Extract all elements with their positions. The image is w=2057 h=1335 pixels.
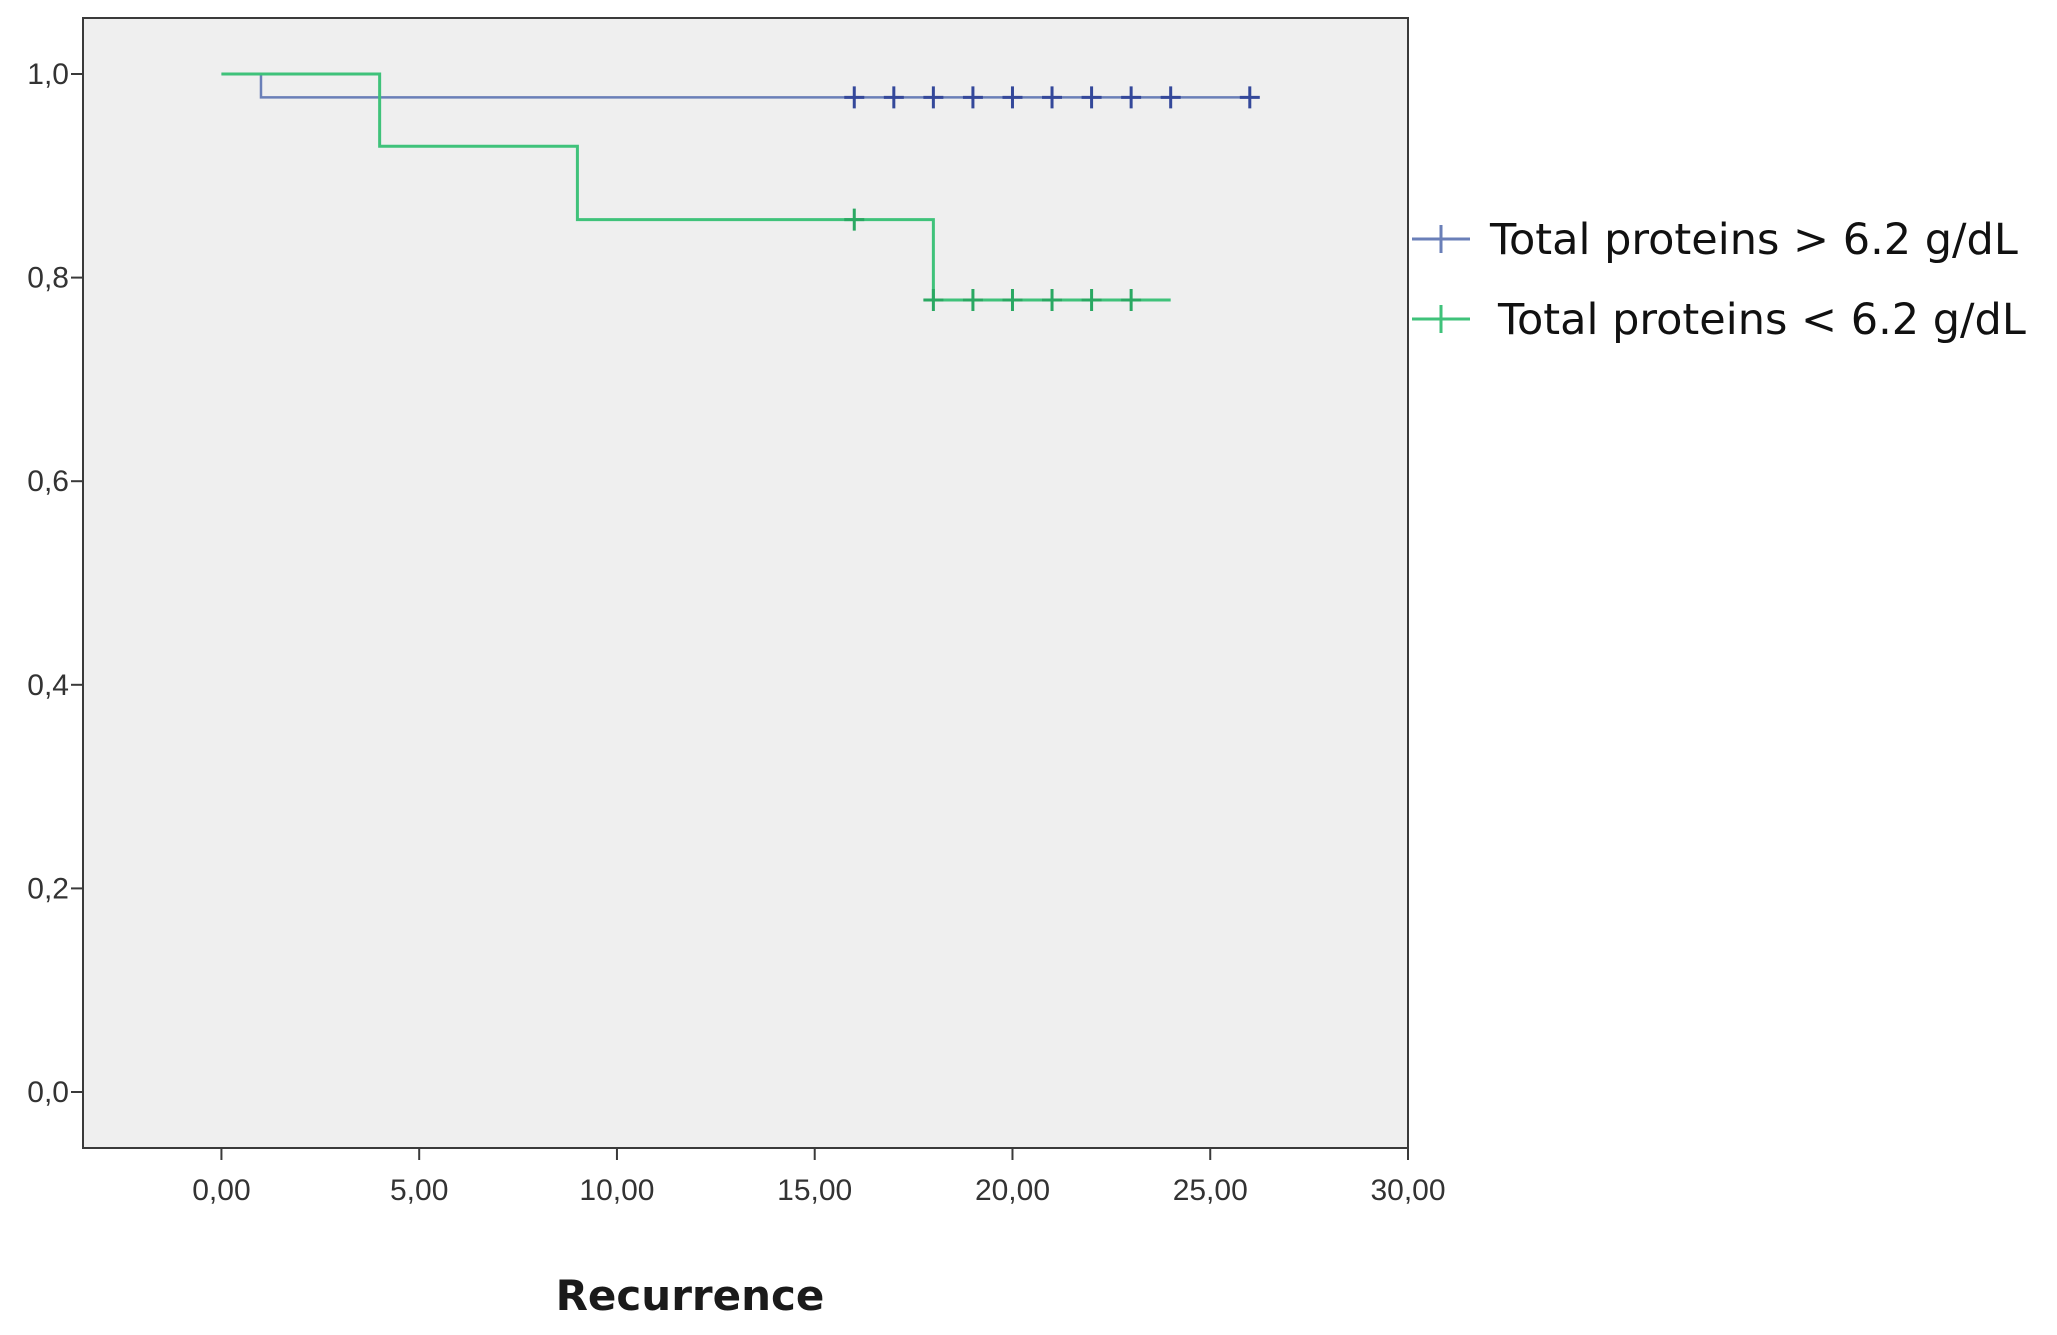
x-tick-label: 25,00	[1173, 1174, 1248, 1207]
series-line-2	[221, 72, 1171, 302]
censor-mark	[923, 86, 944, 109]
x-axis: 0,00 5,00 10,00 15,00 20,00 25,00 30,00	[192, 1148, 1446, 1207]
censor-mark	[923, 288, 944, 311]
x-tick-label: 20,00	[975, 1174, 1050, 1207]
censor-mark	[1121, 288, 1142, 311]
legend-label-2: Total proteins < 6.2 g/dL	[1497, 295, 2026, 345]
y-tick-label: 0,6	[27, 465, 69, 498]
y-tick-label: 0,0	[27, 1076, 69, 1109]
y-tick-label: 1,0	[27, 58, 69, 91]
censor-mark	[962, 288, 983, 311]
y-tick-label: 0,8	[27, 262, 69, 295]
censor-mark	[1121, 86, 1142, 109]
x-tick-label: 5,00	[390, 1174, 448, 1207]
y-tick-label: 0,2	[27, 872, 69, 905]
series-layer	[221, 72, 1260, 311]
censor-mark	[844, 208, 865, 231]
y-axis: 0,0 0,2 0,4 0,6 0,8 1,0	[27, 58, 83, 1109]
censor-mark	[1160, 86, 1181, 109]
x-tick-label: 15,00	[777, 1174, 852, 1207]
censor-mark	[1002, 288, 1023, 311]
x-tick-label: 30,00	[1370, 1174, 1445, 1207]
y-tick-label: 0,4	[27, 669, 69, 702]
censor-mark	[844, 86, 865, 109]
censor-mark	[1081, 86, 1102, 109]
x-tick-label: 0,00	[192, 1174, 250, 1207]
censor-mark	[883, 86, 904, 109]
censor-mark	[962, 86, 983, 109]
x-axis-title: Recurrence	[556, 1271, 825, 1320]
censor-mark	[1002, 86, 1023, 109]
censor-mark	[1081, 288, 1102, 311]
censor-mark	[1042, 86, 1063, 109]
legend: Total proteins > 6.2 g/dL Total proteins …	[1412, 215, 2026, 345]
censor-mark	[1042, 288, 1063, 311]
censor-mark	[1239, 86, 1260, 109]
legend-label-1: Total proteins > 6.2 g/dL	[1489, 215, 2018, 265]
plot-area	[82, 17, 1409, 1149]
x-tick-label: 10,00	[579, 1174, 654, 1207]
